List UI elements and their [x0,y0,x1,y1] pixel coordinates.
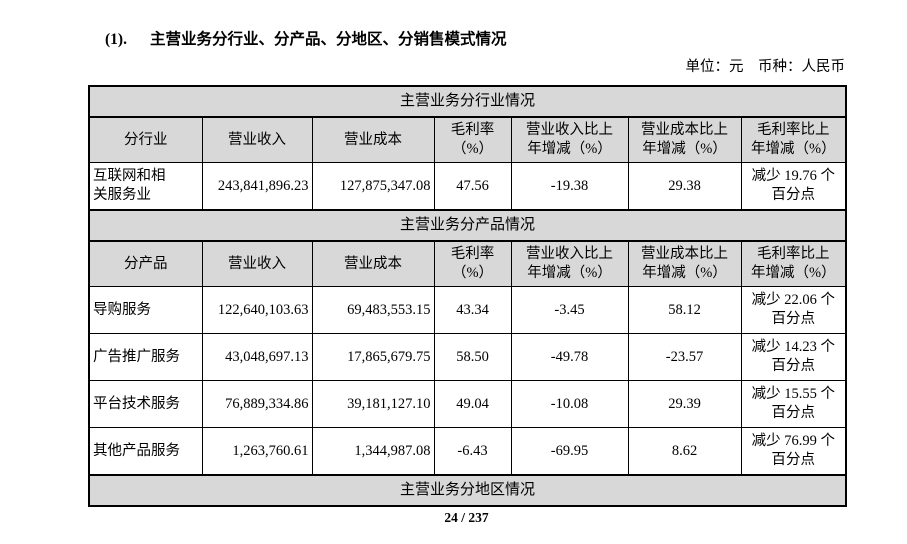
table-cell: 8.62 [627,427,742,476]
table-cell: 58.50 [433,333,512,381]
table-cell: 减少 14.23 个 百分点 [740,333,847,381]
row-category: 平台技术服务 [88,380,203,428]
column-header: 营业收入比上 年增减（%） [510,240,629,287]
column-header: 分产品 [88,240,203,287]
table-cell: 减少 19.76 个 百分点 [740,162,847,211]
table-cell: 122,640,103.63 [201,286,313,334]
table-cell: 49.04 [433,380,512,428]
section-header-by-product: 主营业务分产品情况 [88,209,847,242]
table-cell: 43.34 [433,286,512,334]
table-row: 导购服务 122,640,103.63 69,483,553.15 43.34 … [88,286,847,334]
column-header: 毛利率比上 年增减（%） [740,116,847,163]
table-header-row: 分产品 营业收入 营业成本 毛利率 （%） 营业收入比上 年增减（%） 营业成本… [88,240,847,287]
table-row: 广告推广服务 43,048,697.13 17,865,679.75 58.50… [88,333,847,381]
column-header: 营业收入 [201,116,313,163]
section-heading: (1). 主营业务分行业、分产品、分地区、分销售模式情况 [105,27,506,49]
table-cell: 127,875,347.08 [311,162,435,211]
main-business-table: 主营业务分行业情况 分行业 营业收入 营业成本 毛利率 （%） 营业收入比上 年… [88,85,848,507]
section-header-by-region: 主营业务分地区情况 [88,474,847,507]
table-cell: -23.57 [627,333,742,381]
table-cell: 69,483,553.15 [311,286,435,334]
table-cell: 1,344,987.08 [311,427,435,476]
column-header: 营业收入 [201,240,313,287]
table-cell: 58.12 [627,286,742,334]
table-cell: 29.38 [627,162,742,211]
table-cell: -49.78 [510,333,629,381]
table-cell: 76,889,334.86 [201,380,313,428]
row-category: 互联网和相 关服务业 [88,162,203,211]
table-cell: 1,263,760.61 [201,427,313,476]
table-row: 平台技术服务 76,889,334.86 39,181,127.10 49.04… [88,380,847,428]
column-header: 营业收入比上 年增减（%） [510,116,629,163]
table-header-row: 分行业 营业收入 营业成本 毛利率 （%） 营业收入比上 年增减（%） 营业成本… [88,116,847,163]
table-cell: 减少 22.06 个 百分点 [740,286,847,334]
column-header: 营业成本 [311,240,435,287]
row-category: 其他产品服务 [88,427,203,476]
table-section-row: 主营业务分行业情况 [88,85,847,118]
section-header-by-industry: 主营业务分行业情况 [88,85,847,118]
row-category: 广告推广服务 [88,333,203,381]
table-section-row: 主营业务分地区情况 [88,474,847,507]
table-section-row: 主营业务分产品情况 [88,209,847,242]
table-cell: 47.56 [433,162,512,211]
table-cell: 减少 76.99 个 百分点 [740,427,847,476]
table-cell: -69.95 [510,427,629,476]
column-header: 毛利率比上 年增减（%） [740,240,847,287]
table-row: 互联网和相 关服务业 243,841,896.23 127,875,347.08… [88,162,847,211]
table-cell: -3.45 [510,286,629,334]
column-header: 营业成本比上 年增减（%） [627,116,742,163]
column-header: 营业成本 [311,116,435,163]
table-cell: 减少 15.55 个 百分点 [740,380,847,428]
table-row: 其他产品服务 1,263,760.61 1,344,987.08 -6.43 -… [88,427,847,476]
heading-text: 主营业务分行业、分产品、分地区、分销售模式情况 [149,31,507,48]
table-cell: 29.39 [627,380,742,428]
column-header: 分行业 [88,116,203,163]
table-cell: -19.38 [510,162,629,211]
table-cell: 17,865,679.75 [311,333,435,381]
page-number: 24 / 237 [444,510,489,525]
column-header: 营业成本比上 年增减（%） [627,240,742,287]
table-cell: -10.08 [510,380,629,428]
column-header: 毛利率 （%） [433,240,512,287]
row-category: 导购服务 [88,286,203,334]
table-cell: 39,181,127.10 [311,380,435,428]
column-header: 毛利率 （%） [433,116,512,163]
table-cell: -6.43 [433,427,512,476]
heading-number: (1). [105,31,127,48]
unit-currency-note: 单位：元 币种：人民币 [685,59,846,75]
table-cell: 43,048,697.13 [201,333,313,381]
table-cell: 243,841,896.23 [201,162,313,211]
